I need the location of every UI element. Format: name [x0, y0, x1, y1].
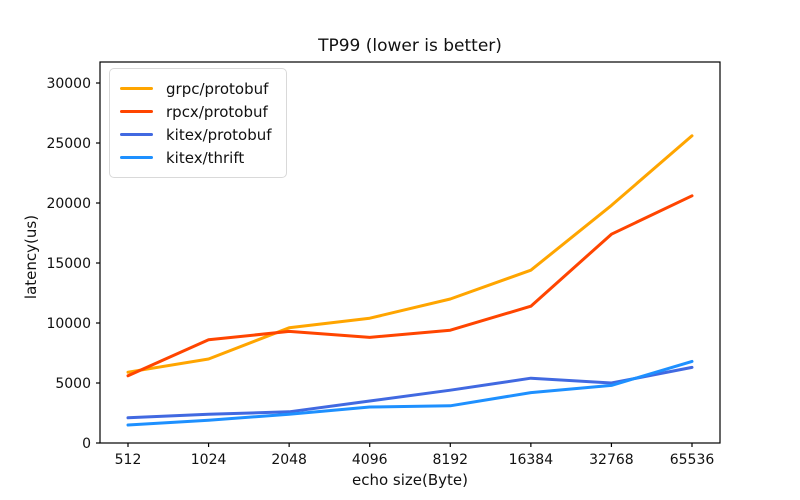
legend-swatch — [120, 109, 153, 114]
y-tick-label: 15000 — [46, 256, 91, 272]
legend-item: grpc/protobuf — [120, 77, 280, 100]
x-tick-label: 16384 — [509, 452, 554, 468]
y-tick-label: 5000 — [55, 376, 91, 392]
legend-label: kitex/protobuf — [166, 125, 272, 144]
y-tick-label: 0 — [82, 436, 91, 452]
y-tick-label: 20000 — [46, 196, 91, 212]
x-tick-label: 512 — [115, 452, 142, 468]
legend-item: rpcx/protobuf — [120, 100, 280, 123]
legend-label: kitex/thrift — [166, 148, 245, 167]
y-tick-label: 30000 — [46, 76, 91, 92]
series-line-grpc-protobuf — [126, 134, 694, 374]
legend-swatch — [120, 155, 153, 160]
y-axis-label: latency(us) — [22, 214, 40, 300]
plot-frame — [99, 61, 721, 444]
chart-title: TP99 (lower is better) — [318, 36, 502, 56]
y-tick-label: 25000 — [46, 136, 91, 152]
x-tick-label: 4096 — [352, 452, 388, 468]
legend-label: grpc/protobuf — [166, 79, 269, 98]
legend-swatch — [120, 86, 153, 91]
x-tick-label: 8192 — [432, 452, 468, 468]
legend-item: kitex/protobuf — [120, 123, 280, 146]
x-tick-label: 2048 — [271, 452, 307, 468]
x-tick-label: 32768 — [589, 452, 634, 468]
y-tick-label: 10000 — [46, 316, 91, 332]
x-tick-label: 1024 — [191, 452, 227, 468]
legend-item: kitex/thrift — [120, 146, 280, 169]
legend-swatch — [120, 132, 153, 137]
x-axis-label: echo size(Byte) — [352, 471, 468, 489]
x-tick-label: 65536 — [670, 452, 715, 468]
legend-label: rpcx/protobuf — [166, 102, 268, 121]
series-line-kitex-thrift — [126, 359, 694, 427]
series-line-kitex-protobuf — [126, 365, 694, 420]
legend: grpc/protobuf rpcx/protobuf kitex/protobuf… — [109, 68, 287, 178]
series-line-rpcx-protobuf — [126, 194, 694, 378]
